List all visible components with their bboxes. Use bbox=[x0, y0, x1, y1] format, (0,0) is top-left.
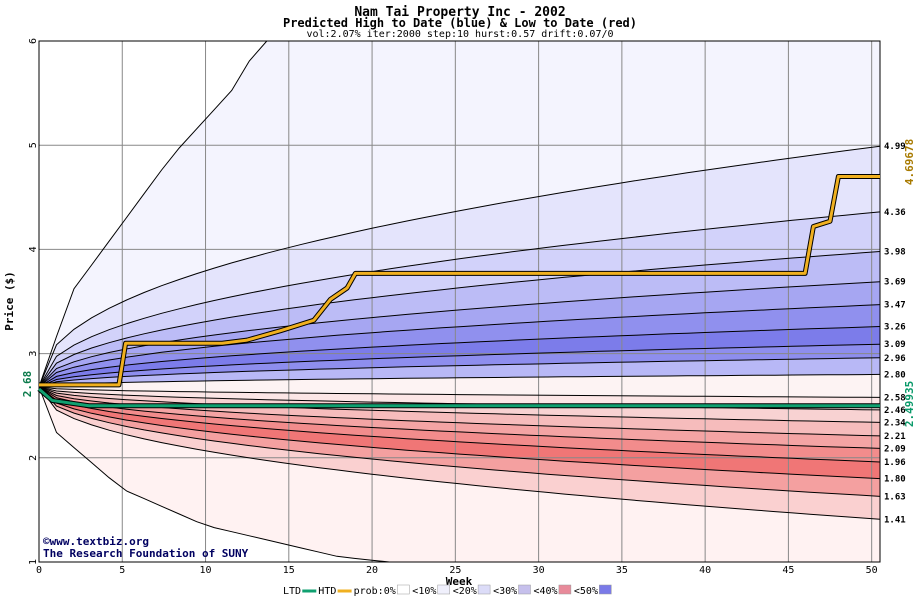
high-probability-band bbox=[39, 251, 880, 387]
x-tick-label: 35 bbox=[616, 565, 628, 576]
quantile-end-label: 2.96 bbox=[884, 354, 906, 364]
y-tick-label: 1 bbox=[28, 559, 39, 565]
quantile-end-label: 3.26 bbox=[884, 323, 906, 333]
quantile-end-label: 2.80 bbox=[884, 370, 906, 380]
high-probability-band bbox=[39, 357, 880, 387]
quantile-end-label: 1.63 bbox=[884, 492, 906, 502]
low-quantile-line bbox=[39, 386, 880, 520]
high-probability-band bbox=[39, 304, 880, 387]
x-tick-label: 50 bbox=[866, 565, 878, 576]
y-tick-label: 5 bbox=[28, 142, 39, 148]
y-tick-label: 3 bbox=[28, 351, 39, 357]
quantile-end-label: 1.41 bbox=[884, 515, 906, 525]
quantile-end-label: 2.58 bbox=[884, 393, 906, 403]
high-probability-band bbox=[39, 211, 880, 387]
quantile-end-label: 3.09 bbox=[884, 340, 906, 350]
chart-title: Nam Tai Property Inc - 2002 bbox=[354, 5, 565, 20]
low-probability-band bbox=[39, 386, 880, 449]
high-quantile-line bbox=[39, 343, 880, 388]
x-tick-label: 5 bbox=[119, 565, 125, 576]
legend-color-swatch bbox=[437, 584, 450, 595]
y-tick-label: 2 bbox=[28, 455, 39, 461]
low-quantile-line bbox=[39, 386, 880, 480]
low-quantile-line bbox=[39, 386, 880, 423]
start-price-label: 2.68 bbox=[21, 371, 34, 398]
high-to-date-line bbox=[39, 175, 880, 387]
high-probability-band bbox=[39, 326, 880, 387]
x-tick-label: 45 bbox=[782, 565, 794, 576]
quantile-end-label: 2.34 bbox=[884, 418, 906, 428]
legend-color-swatch bbox=[397, 584, 410, 595]
low-quantile-line bbox=[39, 386, 880, 562]
high-quantile-line bbox=[39, 145, 880, 388]
quantile-end-label: 1.96 bbox=[884, 458, 906, 468]
low-quantile-line bbox=[39, 386, 880, 463]
high-probability-band bbox=[39, 146, 880, 387]
high-probability-band bbox=[39, 281, 880, 387]
low-quantile-line bbox=[39, 386, 880, 437]
high-to-date-price-label: 4.69678 bbox=[903, 139, 916, 185]
quantile-end-label: 3.98 bbox=[884, 247, 906, 257]
legend-label: LTD bbox=[283, 586, 301, 597]
quantile-end-label: 2.21 bbox=[884, 432, 906, 442]
quantile-end-label: 4.36 bbox=[884, 208, 906, 218]
quantile-end-label: 2.09 bbox=[884, 444, 906, 454]
legend: LTD HTD prob:0% <10% <20% <30% <40% <50% bbox=[283, 584, 612, 597]
y-tick-label: 6 bbox=[28, 38, 39, 44]
x-axis-label: Week bbox=[446, 575, 473, 588]
high-probability-band bbox=[39, 41, 880, 387]
legend-color-swatch bbox=[558, 584, 572, 595]
legend-label: <10% bbox=[412, 586, 436, 597]
high-quantile-line bbox=[39, 281, 880, 388]
legend-label: <50% bbox=[574, 586, 598, 597]
legend-label: <20% bbox=[453, 586, 477, 597]
watermark-copyright: ©www.textbiz.org bbox=[43, 535, 149, 548]
low-quantile-line bbox=[39, 386, 880, 398]
legend-label: <40% bbox=[534, 586, 558, 597]
low-probability-band bbox=[39, 386, 880, 479]
high-quantile-line bbox=[39, 251, 880, 388]
low-probability-band bbox=[39, 386, 880, 462]
high-quantile-line bbox=[39, 373, 880, 388]
x-tick-label: 10 bbox=[200, 565, 212, 576]
x-tick-label: 20 bbox=[366, 565, 378, 576]
quantile-end-label: 4.99 bbox=[884, 142, 906, 152]
quantile-end-label: 3.47 bbox=[884, 301, 906, 311]
params-line: vol:2.07% iter:2000 step:10 hurst:0.57 d… bbox=[306, 29, 613, 40]
low-to-date-line bbox=[38, 387, 880, 408]
low-quantile-line bbox=[39, 386, 880, 449]
quantile-end-label: 3.69 bbox=[884, 278, 906, 288]
x-tick-label: 25 bbox=[449, 565, 461, 576]
quantile-end-label: 2.46 bbox=[884, 406, 906, 416]
low-probability-band bbox=[39, 386, 880, 436]
x-tick-label: 0 bbox=[36, 565, 42, 576]
low-probability-band bbox=[39, 386, 880, 562]
high-quantile-line bbox=[39, 41, 880, 388]
low-probability-band bbox=[39, 386, 880, 497]
chart-subtitle: Predicted High to Date (blue) & Low to D… bbox=[283, 16, 637, 30]
low-to-date-price-label: 2.49935 bbox=[903, 381, 916, 427]
x-tick-label: 40 bbox=[699, 565, 711, 576]
legend-color-swatch bbox=[599, 584, 612, 595]
legend-color-swatch bbox=[477, 584, 491, 595]
high-quantile-line bbox=[39, 326, 880, 388]
quantile-end-label: 1.80 bbox=[884, 475, 906, 485]
high-quantile-line bbox=[39, 304, 880, 388]
y-tick-label: 4 bbox=[28, 246, 39, 252]
watermark-organization: The Research Foundation of SUNY bbox=[43, 547, 249, 560]
low-probability-band bbox=[39, 386, 880, 520]
legend-color-swatch bbox=[518, 584, 531, 595]
legend-label: HTD bbox=[318, 586, 336, 597]
middle-band bbox=[39, 374, 880, 398]
low-quantile-line bbox=[39, 386, 880, 497]
high-quantile-line bbox=[39, 211, 880, 388]
legend-label: <30% bbox=[493, 586, 517, 597]
x-tick-label: 15 bbox=[283, 565, 295, 576]
y-axis-label: Price ($) bbox=[3, 271, 16, 331]
legend-label: prob:0% bbox=[354, 586, 396, 597]
x-tick-label: 30 bbox=[533, 565, 545, 576]
high-quantile-line bbox=[39, 357, 880, 388]
